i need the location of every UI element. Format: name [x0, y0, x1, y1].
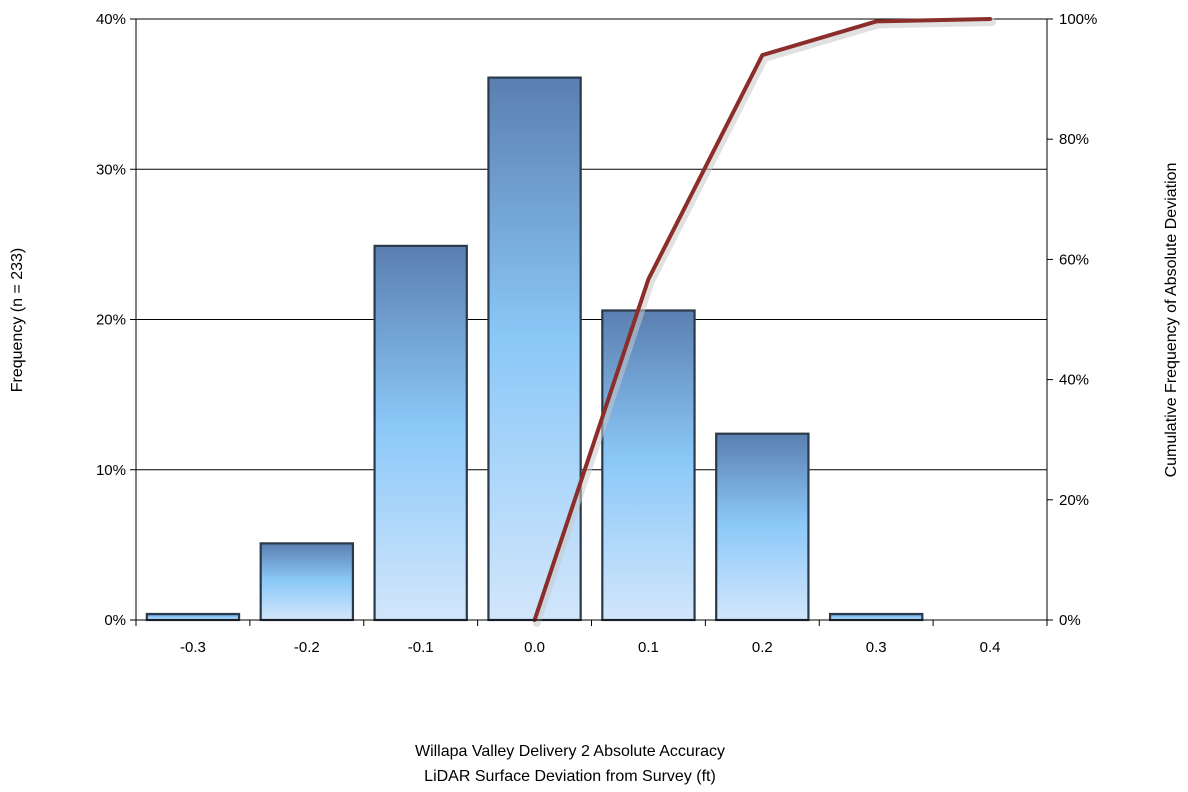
x-tick-label: -0.2	[294, 639, 320, 656]
x-tick-label: 0.2	[752, 639, 773, 656]
x-axis-title-line-2: LiDAR Surface Deviation from Survey (ft)	[424, 768, 716, 785]
y-tick-label: 0%	[104, 612, 126, 629]
y-tick-label: 30%	[96, 161, 126, 178]
y-tick-label: 20%	[96, 312, 126, 329]
y-tick-label: 10%	[96, 462, 126, 479]
bar	[259, 542, 355, 622]
x-tick-label: 0.4	[980, 639, 1001, 656]
cumulative-line	[532, 17, 997, 627]
x-tick-label: 0.1	[638, 639, 659, 656]
bar	[145, 612, 241, 622]
cumulative-line-path	[532, 17, 993, 622]
y2-axis-title: Cumulative Frequency of Absolute Deviati…	[1163, 163, 1180, 478]
bar	[828, 612, 924, 622]
cumulative-line-shadow	[532, 18, 997, 627]
x-tick-label: 0.0	[524, 639, 545, 656]
y2-tick-label: 60%	[1059, 251, 1089, 268]
y2-tick-label: 100%	[1059, 11, 1097, 28]
y2-tick-label: 20%	[1059, 492, 1089, 509]
axes: 0% 10% 20% 30% 40% 0% 20% 40% 60% 80% 100% -0.3 -0.2…	[96, 11, 1097, 656]
y-axis-title: Frequency (n = 233)	[9, 248, 26, 393]
gridlines	[136, 18, 1047, 621]
axis-labels: Frequency (n = 233) Cumulative Frequency…	[9, 163, 1180, 785]
x-axis-title-line-1: Willapa Valley Delivery 2 Absolute Accur…	[415, 743, 725, 760]
y2-tick-label: 80%	[1059, 131, 1089, 148]
y-tick-label: 40%	[96, 11, 126, 28]
x-tick-label: 0.3	[866, 639, 887, 656]
bar	[373, 244, 468, 622]
x-tick-label: -0.3	[180, 639, 206, 656]
x-tick-label: -0.1	[408, 639, 434, 656]
y2-tick-label: 0%	[1059, 612, 1081, 629]
y2-tick-label: 40%	[1059, 372, 1089, 389]
bars	[145, 76, 924, 622]
bar	[715, 432, 810, 622]
bar	[601, 309, 696, 622]
